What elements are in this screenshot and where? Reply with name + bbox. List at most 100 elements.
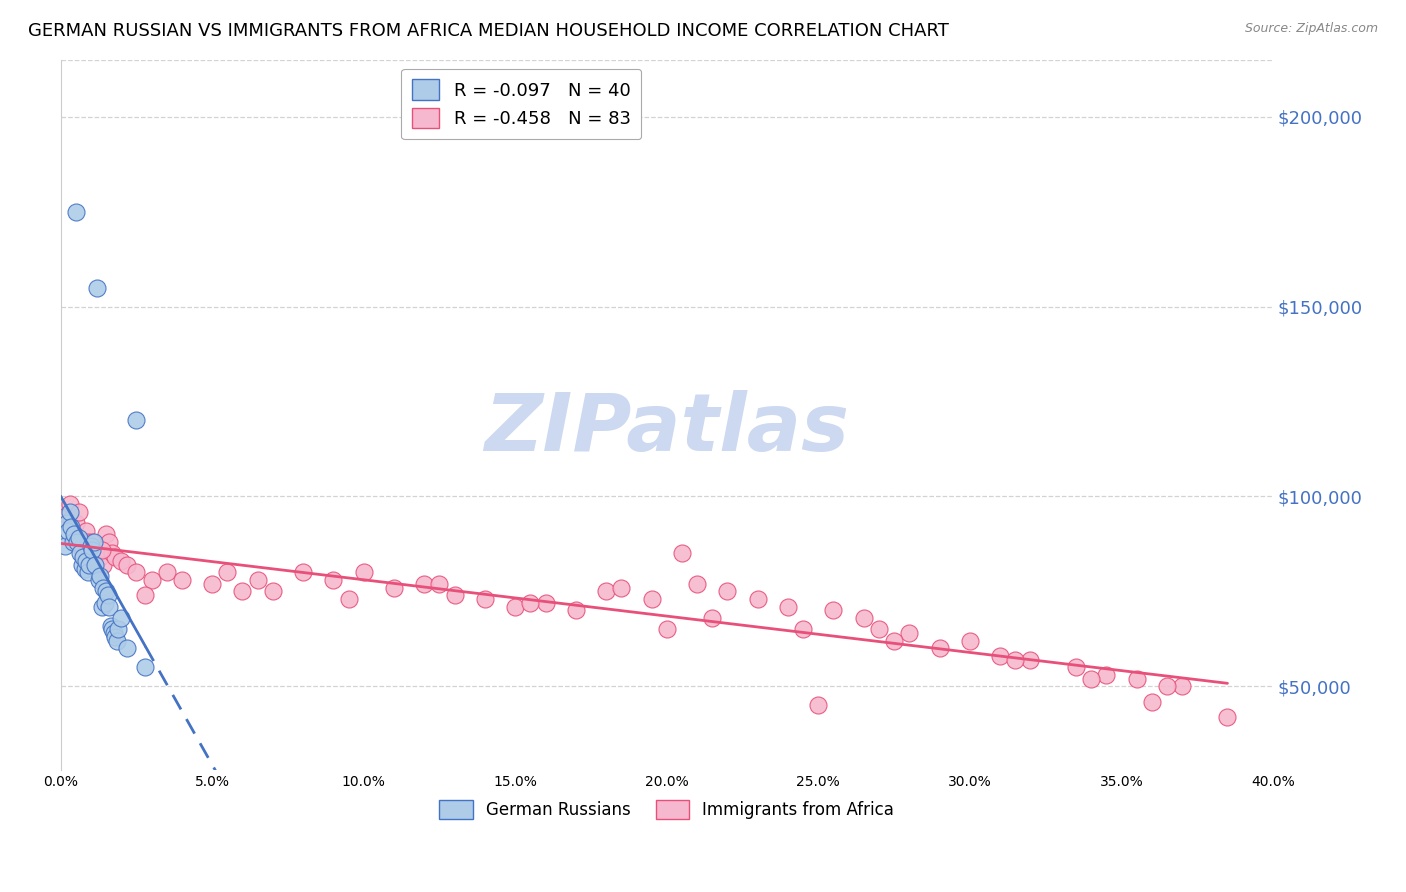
Point: [67, 531, 90, 545]
Point: [93, 596, 115, 610]
Point: [87, 573, 110, 587]
Point: [80, 539, 103, 553]
Point: [94, 527, 117, 541]
Point: [117, 558, 139, 572]
Point: [104, 630, 127, 644]
Point: [117, 641, 139, 656]
Point: [1140, 695, 1163, 709]
Point: [519, 596, 541, 610]
Point: [100, 618, 122, 632]
Point: [84, 558, 107, 572]
Point: [170, 573, 193, 587]
Point: [73, 554, 96, 568]
Point: [868, 623, 890, 637]
Point: [91, 558, 114, 572]
Point: [73, 562, 96, 576]
Point: [104, 550, 127, 565]
Point: [110, 554, 132, 568]
Point: [69, 539, 91, 553]
Point: [82, 542, 104, 557]
Point: [217, 566, 239, 580]
Point: [103, 626, 125, 640]
Point: [63, 527, 86, 541]
Point: [353, 566, 375, 580]
Point: [565, 603, 588, 617]
Point: [60, 512, 83, 526]
Point: [101, 623, 124, 637]
Point: [959, 633, 981, 648]
Point: [134, 660, 156, 674]
Point: [1156, 680, 1178, 694]
Point: [988, 648, 1011, 663]
Point: [503, 599, 526, 614]
Text: ZIPatlas: ZIPatlas: [484, 390, 849, 468]
Point: [1216, 710, 1239, 724]
Point: [62, 524, 84, 538]
Point: [898, 626, 921, 640]
Point: [83, 535, 105, 549]
Point: [595, 584, 617, 599]
Point: [98, 535, 121, 549]
Point: [1171, 680, 1194, 694]
Point: [429, 577, 451, 591]
Point: [86, 542, 108, 557]
Point: [58, 524, 80, 538]
Point: [382, 581, 405, 595]
Point: [91, 581, 114, 595]
Point: [534, 596, 557, 610]
Point: [125, 566, 148, 580]
Point: [686, 577, 709, 591]
Point: [246, 573, 269, 587]
Point: [77, 535, 100, 549]
Point: [82, 535, 104, 549]
Point: [443, 588, 465, 602]
Point: [125, 413, 148, 427]
Point: [55, 508, 77, 523]
Point: [79, 558, 101, 572]
Point: [1095, 668, 1118, 682]
Point: [97, 588, 120, 602]
Point: [716, 584, 738, 599]
Point: [262, 584, 284, 599]
Point: [80, 539, 103, 553]
Point: [776, 599, 799, 614]
Point: [1004, 653, 1026, 667]
Point: [83, 554, 105, 568]
Point: [75, 554, 97, 568]
Point: [413, 577, 436, 591]
Point: [1064, 660, 1087, 674]
Point: [53, 539, 76, 553]
Point: [90, 599, 112, 614]
Point: [63, 527, 86, 541]
Point: [337, 592, 360, 607]
Point: [702, 611, 724, 625]
Text: Source: ZipAtlas.com: Source: ZipAtlas.com: [1244, 22, 1378, 36]
Point: [671, 546, 693, 560]
Point: [105, 633, 128, 648]
Point: [823, 603, 845, 617]
Point: [89, 569, 111, 583]
Point: [107, 623, 129, 637]
Point: [610, 581, 633, 595]
Legend: German Russians, Immigrants from Africa: German Russians, Immigrants from Africa: [433, 793, 901, 826]
Point: [110, 611, 132, 625]
Point: [65, 516, 87, 530]
Point: [231, 584, 253, 599]
Point: [655, 623, 678, 637]
Point: [640, 592, 662, 607]
Point: [98, 599, 121, 614]
Point: [70, 558, 93, 572]
Point: [60, 520, 83, 534]
Point: [66, 531, 89, 545]
Point: [86, 280, 108, 294]
Point: [807, 698, 830, 713]
Point: [101, 546, 124, 560]
Point: [59, 497, 82, 511]
Point: [72, 550, 94, 565]
Point: [1019, 653, 1042, 667]
Point: [141, 573, 163, 587]
Point: [1080, 672, 1102, 686]
Point: [292, 566, 315, 580]
Point: [70, 542, 93, 557]
Point: [55, 516, 77, 530]
